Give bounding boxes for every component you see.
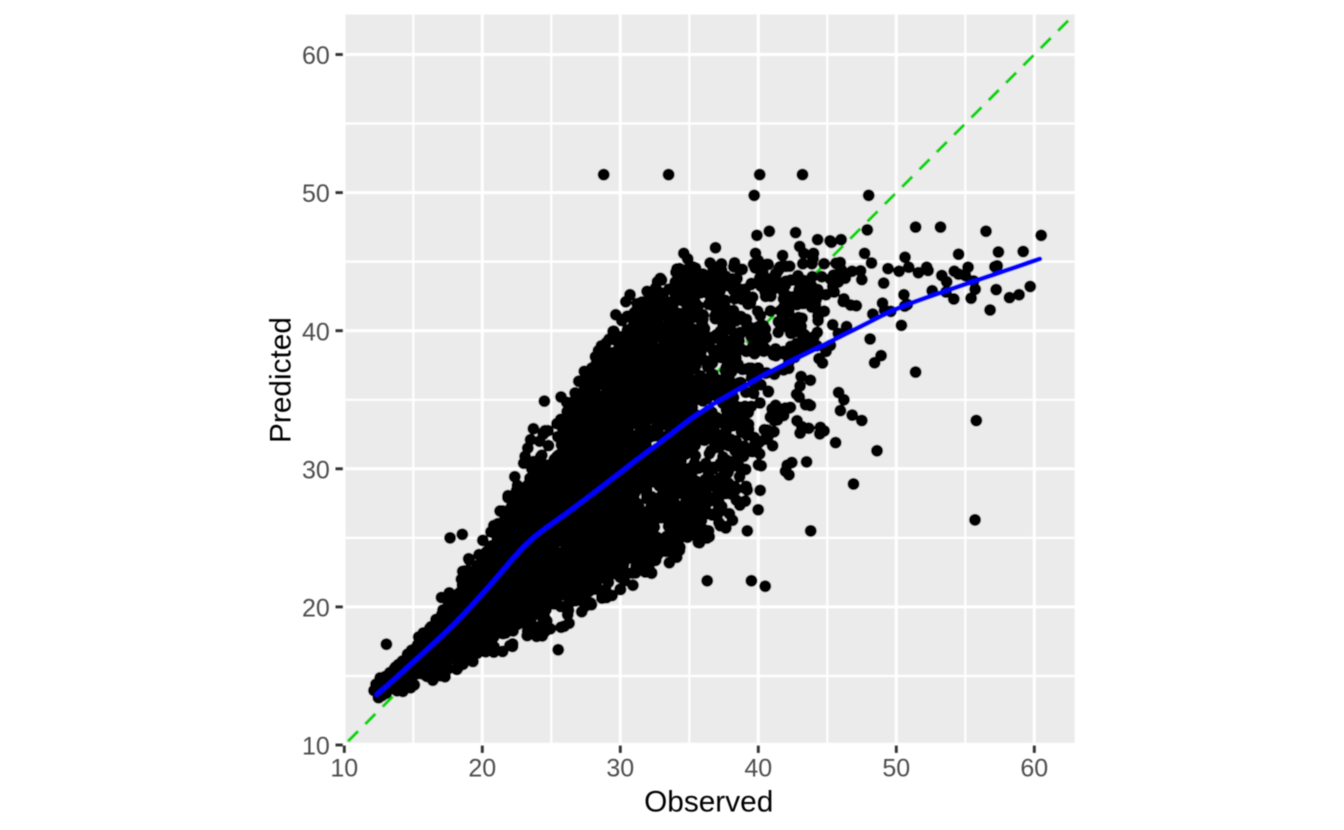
svg-text:10: 10 [302, 733, 330, 761]
svg-text:Observed: Observed [644, 786, 773, 819]
svg-text:30: 30 [302, 456, 330, 484]
svg-text:20: 20 [302, 595, 330, 623]
svg-text:20: 20 [468, 755, 496, 783]
svg-text:60: 60 [1020, 755, 1048, 783]
svg-text:40: 40 [302, 318, 330, 346]
svg-text:60: 60 [302, 42, 330, 70]
svg-text:40: 40 [744, 755, 772, 783]
svg-text:30: 30 [606, 755, 634, 783]
svg-text:50: 50 [302, 180, 330, 208]
svg-text:50: 50 [882, 755, 910, 783]
svg-text:10: 10 [330, 755, 358, 783]
svg-text:Predicted: Predicted [265, 317, 298, 443]
